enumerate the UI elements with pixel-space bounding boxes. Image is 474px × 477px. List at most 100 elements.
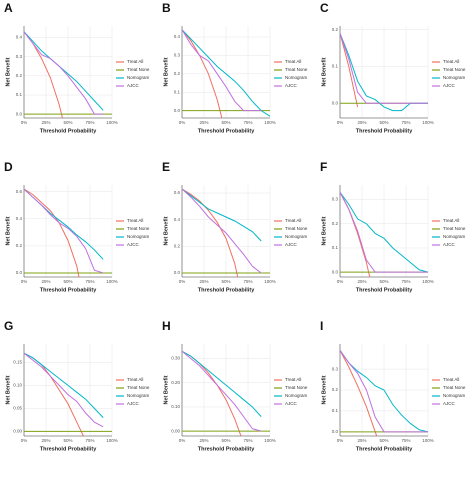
y-tick-label: 0.0 — [16, 111, 23, 116]
series-group — [182, 350, 270, 436]
legend-label: Nomogram — [285, 75, 308, 80]
series-group — [24, 188, 112, 277]
legend-label: Nomogram — [127, 393, 150, 398]
series-group — [24, 31, 112, 118]
x-tick-label: 0% — [179, 279, 186, 284]
series-line — [24, 188, 104, 274]
y-tick-label: 0.0 — [174, 108, 181, 113]
legend-label: Treat None — [443, 226, 466, 231]
x-axis-title: Threshold Probability — [198, 128, 255, 134]
series-group — [24, 352, 112, 436]
series-line — [340, 33, 359, 108]
panel: G 0.00 0.05 0.10 0.15 0% 25% 50% 75% 100% Threshol… — [4, 319, 150, 452]
series-group — [340, 33, 428, 112]
x-tick-label: 25% — [199, 120, 208, 125]
y-axis-title: Net Benefit — [163, 216, 169, 245]
x-tick-label: 75% — [401, 438, 410, 443]
series-line — [340, 349, 428, 433]
panel: D 0.0 0.2 0.4 0.6 0% 25% 50% 75% 100% Threshold Pr… — [4, 160, 150, 293]
panel: H 0.00 0.10 0.20 0.30 0% 25% 50% 75% 100% Threshol… — [162, 319, 308, 452]
x-tick-label: 0% — [179, 120, 186, 125]
x-tick-label: 75% — [243, 438, 252, 443]
series-line — [182, 350, 262, 417]
legend-label: Nomogram — [127, 234, 150, 239]
y-axis-title: Net Benefit — [321, 216, 327, 245]
x-tick-label: 100% — [422, 120, 434, 125]
legend-label: Nomogram — [285, 234, 308, 239]
series-line — [340, 33, 428, 104]
x-tick-label: 100% — [422, 438, 434, 443]
series-line — [24, 352, 104, 418]
panel-letter: G — [4, 319, 13, 333]
x-tick-label: 25% — [199, 438, 208, 443]
x-tick-label: 75% — [85, 279, 94, 284]
panel: A 0.0 0.1 0.2 0.3 0.4 0% 25% 50% 75% 100% Threshold… — [4, 1, 150, 134]
y-tick-label: 0.2 — [174, 244, 181, 249]
y-tick-label: 0.1 — [332, 245, 339, 250]
series-group — [182, 188, 270, 277]
panel: E 0.0 0.2 0.4 0.6 0% 25% 50% 75% 100% Threshold Pr… — [162, 160, 308, 293]
y-tick-label: 0.00 — [171, 428, 180, 433]
x-tick-label: 75% — [85, 120, 94, 125]
series-line — [182, 29, 262, 112]
series-line — [340, 349, 429, 433]
x-tick-label: 25% — [41, 279, 50, 284]
legend-label: Treat All — [285, 59, 301, 64]
y-tick-label: 0.0 — [332, 429, 339, 434]
x-tick-label: 50% — [63, 120, 72, 125]
x-tick-label: 25% — [41, 438, 50, 443]
legend-label: AJCC — [285, 83, 298, 88]
x-axis-title: Threshold Probability — [356, 446, 413, 452]
legend-label: Treat All — [443, 59, 459, 64]
x-tick-label: 100% — [106, 438, 118, 443]
panel-letter: I — [320, 319, 323, 333]
series-group — [340, 191, 429, 277]
x-tick-label: 0% — [337, 120, 344, 125]
x-tick-label: 50% — [379, 120, 388, 125]
x-tick-label: 75% — [85, 438, 94, 443]
panel-letter: E — [162, 160, 170, 174]
y-tick-label: 0.3 — [16, 54, 23, 59]
legend-label: Treat All — [127, 59, 143, 64]
legend-label: Nomogram — [285, 393, 308, 398]
y-tick-label: 0.10 — [13, 383, 22, 388]
series-line — [340, 191, 429, 273]
y-tick-label: 0.10 — [171, 404, 180, 409]
panel-letter: D — [4, 160, 13, 174]
legend-label: Nomogram — [443, 75, 466, 80]
x-tick-label: 100% — [264, 438, 276, 443]
y-tick-label: 0.15 — [13, 360, 22, 365]
legend-label: Nomogram — [443, 393, 466, 398]
y-axis-title: Net Benefit — [5, 216, 11, 245]
y-tick-label: 0.2 — [332, 27, 339, 32]
legend-label: Treat All — [443, 218, 459, 223]
legend-label: Treat None — [443, 67, 466, 72]
x-tick-label: 100% — [422, 279, 434, 284]
x-tick-label: 50% — [379, 438, 388, 443]
y-tick-label: 0.6 — [174, 190, 181, 195]
legend-label: AJCC — [285, 401, 298, 406]
series-line — [24, 352, 104, 428]
x-tick-label: 75% — [243, 279, 252, 284]
legend-label: Treat None — [285, 226, 308, 231]
y-tick-label: 0.2 — [174, 71, 181, 76]
x-tick-label: 50% — [63, 279, 72, 284]
series-line — [182, 188, 262, 242]
y-tick-label: 0.4 — [16, 216, 23, 221]
x-tick-label: 25% — [357, 438, 366, 443]
y-tick-label: 0.1 — [332, 64, 339, 69]
x-tick-label: 0% — [21, 438, 28, 443]
y-axis-title: Net Benefit — [321, 57, 327, 86]
legend-label: Treat All — [127, 377, 143, 382]
x-tick-label: 0% — [179, 438, 186, 443]
y-tick-label: 0.3 — [174, 53, 181, 58]
x-axis-title: Threshold Probability — [198, 446, 255, 452]
y-tick-label: 0.2 — [332, 221, 339, 226]
y-tick-label: 0.3 — [332, 366, 339, 371]
y-tick-label: 0.1 — [174, 89, 181, 94]
x-tick-label: 100% — [264, 120, 276, 125]
x-tick-label: 50% — [221, 438, 230, 443]
y-tick-label: 0.05 — [13, 406, 22, 411]
x-tick-label: 75% — [401, 120, 410, 125]
